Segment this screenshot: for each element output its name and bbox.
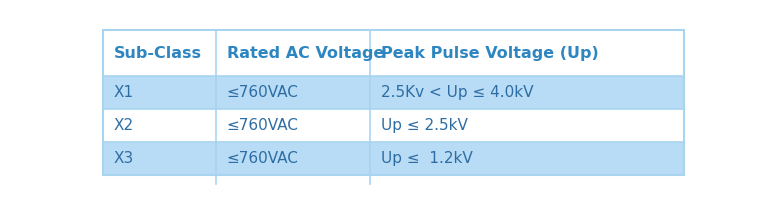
- Text: ≤760VAC: ≤760VAC: [227, 118, 299, 133]
- Text: Peak Pulse Voltage (Up): Peak Pulse Voltage (Up): [381, 46, 598, 61]
- FancyBboxPatch shape: [103, 30, 217, 76]
- Text: X3: X3: [114, 151, 134, 166]
- FancyBboxPatch shape: [103, 76, 217, 109]
- FancyBboxPatch shape: [370, 142, 684, 175]
- FancyBboxPatch shape: [217, 30, 370, 76]
- FancyBboxPatch shape: [217, 76, 370, 109]
- Text: 2.5Kv < Up ≤ 4.0kV: 2.5Kv < Up ≤ 4.0kV: [381, 85, 533, 100]
- FancyBboxPatch shape: [103, 109, 217, 142]
- Text: ≤760VAC: ≤760VAC: [227, 151, 299, 166]
- Text: Sub-Class: Sub-Class: [114, 46, 201, 61]
- Text: X1: X1: [114, 85, 134, 100]
- FancyBboxPatch shape: [103, 142, 217, 175]
- FancyBboxPatch shape: [370, 30, 684, 76]
- FancyBboxPatch shape: [217, 142, 370, 175]
- Text: X2: X2: [114, 118, 134, 133]
- FancyBboxPatch shape: [217, 109, 370, 142]
- Text: Up ≤ 2.5kV: Up ≤ 2.5kV: [381, 118, 468, 133]
- Text: Rated AC Voltage: Rated AC Voltage: [227, 46, 384, 61]
- Text: Up ≤  1.2kV: Up ≤ 1.2kV: [381, 151, 472, 166]
- Text: ≤760VAC: ≤760VAC: [227, 85, 299, 100]
- FancyBboxPatch shape: [370, 76, 684, 109]
- FancyBboxPatch shape: [370, 109, 684, 142]
